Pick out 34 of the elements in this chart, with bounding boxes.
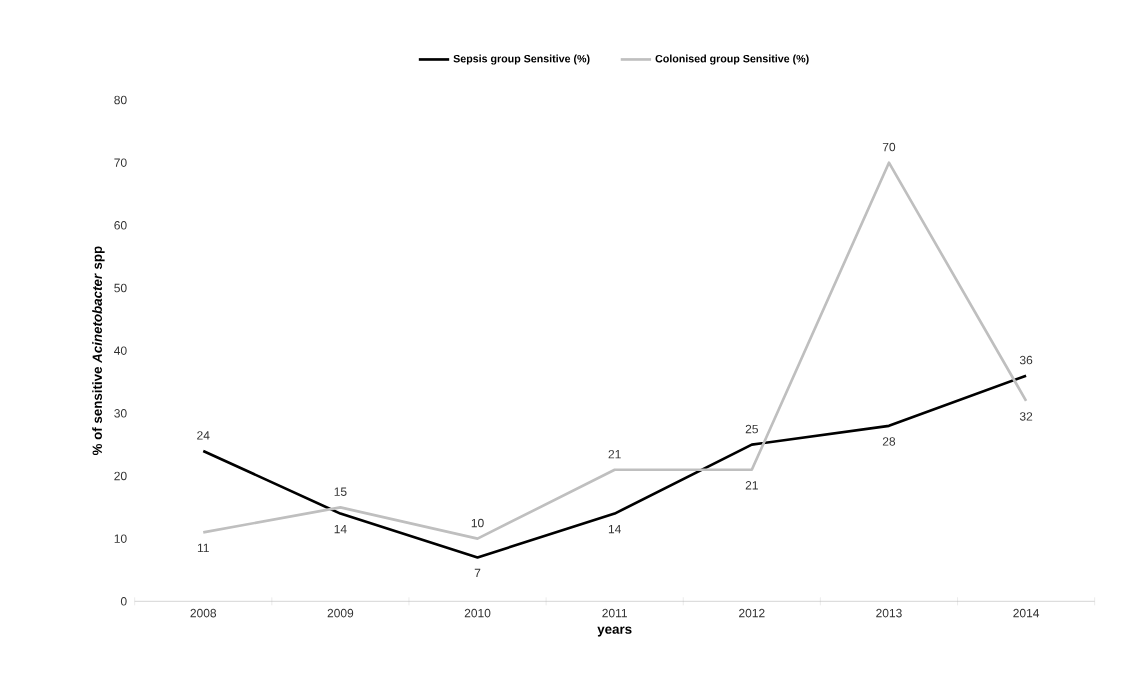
x-tick-label: 2010 (464, 609, 491, 618)
data-label: 14 (334, 525, 347, 534)
data-label: 11 (197, 543, 209, 553)
y-tick-label: 0 (120, 597, 127, 606)
y-tick-label: 70 (114, 158, 127, 168)
y-tick-label: 80 (114, 95, 127, 105)
data-label: 21 (745, 481, 758, 490)
data-label: 28 (882, 437, 896, 446)
data-label: 14 (608, 525, 621, 534)
x-tick-label: 2009 (327, 609, 354, 618)
y-tick-label: 40 (114, 346, 127, 356)
y-tick-label: 10 (114, 534, 127, 544)
data-label: 15 (334, 487, 347, 497)
legend-label: Colonised group Sensitive (%) (655, 54, 809, 65)
y-tick-label: 30 (114, 409, 127, 418)
data-label: 36 (1019, 356, 1033, 365)
data-label: 7 (474, 569, 481, 578)
x-tick-label: 2012 (739, 609, 765, 618)
data-label: 32 (1019, 412, 1033, 421)
y-tick-label: 20 (114, 471, 127, 481)
y-axis-title: % of sensitive Acinetobacter spp (92, 246, 105, 456)
data-label: 21 (608, 450, 621, 459)
y-tick-label: 60 (114, 221, 127, 230)
legend-label: Sepsis group Sensitive (%) (453, 54, 590, 65)
x-tick-label: 2011 (602, 609, 627, 618)
data-label: 24 (197, 431, 210, 440)
x-axis-title: years (597, 626, 632, 637)
data-label: 70 (882, 142, 896, 152)
x-tick-label: 2013 (876, 609, 902, 618)
data-label: 25 (745, 424, 758, 434)
x-tick-label: 2008 (190, 609, 217, 618)
y-tick-label: 50 (114, 283, 127, 293)
data-label: 10 (471, 518, 484, 528)
x-tick-label: 2014 (1013, 609, 1040, 618)
